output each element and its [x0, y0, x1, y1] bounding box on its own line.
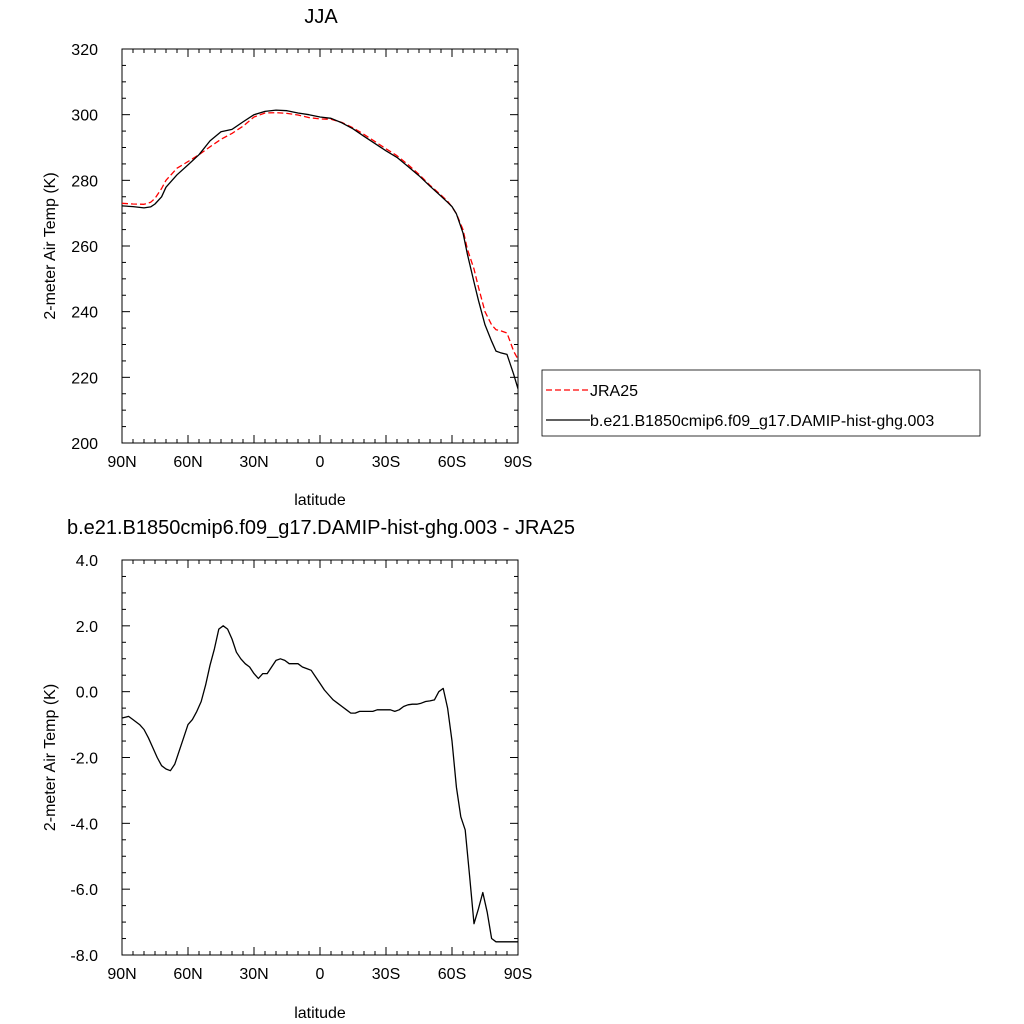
x-tick-label: 90N — [107, 966, 136, 983]
x-tick-label: 90N — [107, 454, 136, 471]
series-line-0 — [122, 112, 518, 360]
y-tick-label: -2.0 — [70, 751, 98, 768]
chart-title: JJA — [304, 6, 338, 28]
y-tick-label: 260 — [71, 239, 98, 256]
x-tick-label: 0 — [316, 454, 325, 471]
x-tick-label: 30N — [239, 966, 268, 983]
y-tick-label: 240 — [71, 305, 98, 322]
plot-frame — [121, 559, 519, 956]
legend-label-0: JRA25 — [590, 383, 638, 400]
y-tick-label: 200 — [71, 436, 98, 453]
bottom-chart: b.e21.B1850cmip6.f09_g17.DAMIP-hist-ghg.… — [42, 517, 575, 1022]
chart-legend: JRA25 b.e21.B1850cmip6.f09_g17.DAMIP-hist… — [541, 369, 981, 437]
x-tick-label: 60N — [173, 454, 202, 471]
x-tick-label: 30S — [372, 454, 400, 471]
legend-label-1: b.e21.B1850cmip6.f09_g17.DAMIP-hist-ghg.… — [590, 413, 934, 430]
y-tick-label: 320 — [71, 42, 98, 59]
y-tick-label: 2.0 — [76, 619, 98, 636]
x-tick-label: 90S — [504, 966, 532, 983]
y-axis-label: 2-meter Air Temp (K) — [42, 172, 59, 319]
y-tick-label: 300 — [71, 108, 98, 125]
x-tick-label: 60N — [173, 966, 202, 983]
y-tick-label: 4.0 — [76, 553, 98, 570]
series-line-0 — [122, 625, 518, 943]
chart-title: b.e21.B1850cmip6.f09_g17.DAMIP-hist-ghg.… — [67, 517, 575, 539]
y-tick-label: 0.0 — [76, 685, 98, 702]
x-tick-label: 90S — [504, 454, 532, 471]
x-axis-label: latitude — [294, 1005, 346, 1022]
x-tick-label: 60S — [438, 454, 466, 471]
x-tick-label: 0 — [316, 966, 325, 983]
x-axis-label: latitude — [294, 492, 346, 509]
y-tick-label: -6.0 — [70, 882, 98, 899]
x-tick-label: 30N — [239, 454, 268, 471]
y-tick-label: 280 — [71, 173, 98, 190]
y-tick-label: 220 — [71, 370, 98, 387]
legend-box — [541, 369, 981, 437]
series-line-1 — [122, 109, 518, 389]
y-tick-label: -4.0 — [70, 816, 98, 833]
x-tick-label: 60S — [438, 966, 466, 983]
top-chart: JJA 90N 60N 30N 0 30S 60S 90S 200 220 240 260 280 300… — [42, 6, 532, 509]
x-tick-label: 30S — [372, 966, 400, 983]
plot-frame — [121, 48, 519, 444]
y-tick-label: -8.0 — [70, 948, 98, 965]
y-axis-label: 2-meter Air Temp (K) — [42, 684, 59, 831]
